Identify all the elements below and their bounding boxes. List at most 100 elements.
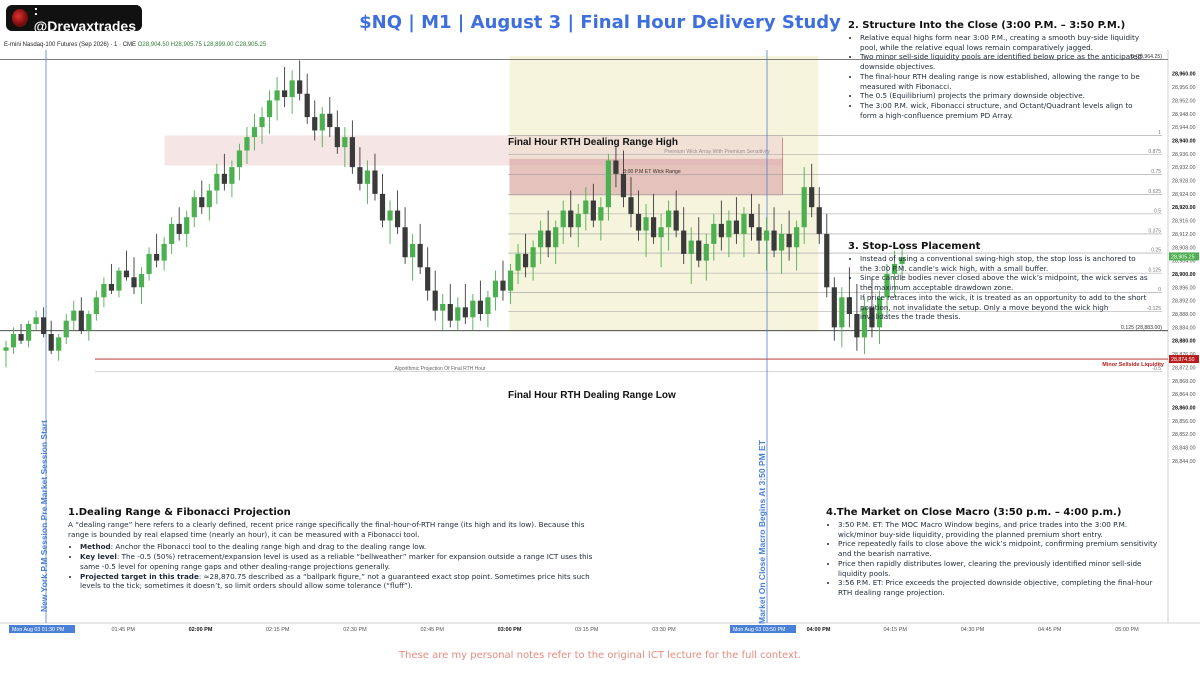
candle-body [756, 227, 762, 241]
candle-body [319, 113, 325, 131]
candle-body [763, 230, 770, 241]
candle-body [244, 137, 250, 151]
price-tick-label: 28,872.00 [1172, 365, 1196, 371]
note-item: Price repeatedly fails to close above th… [838, 539, 1166, 558]
candle-body [184, 217, 190, 234]
price-tick-label: 28,936.00 [1172, 152, 1196, 158]
candle-body [500, 280, 506, 291]
candle-body [33, 317, 39, 325]
note-item: The 0.5 (Equilibrium) projects the prima… [860, 91, 1148, 101]
candle-body [470, 300, 476, 318]
candle-body [349, 137, 355, 168]
candle-body [259, 117, 265, 128]
candle-body [274, 90, 280, 101]
candle-body [515, 253, 521, 271]
price-tick-label: 28,916.00 [1172, 219, 1196, 225]
candle-body [71, 310, 77, 321]
candle-body [748, 213, 755, 228]
ohlc-close: C28,905.25 [235, 42, 267, 48]
candle-body [116, 270, 122, 291]
candle-body [650, 217, 657, 238]
fib-ratio-label: -0.5 [1152, 366, 1161, 372]
candle-body [56, 337, 62, 351]
price-tick-label: 28,960.00 [1172, 72, 1196, 78]
avatar [12, 9, 28, 27]
note-item: Two minor sell-side liquidity pools are … [860, 52, 1148, 71]
note-item: The 3:00 P.M. wick, Fibonacci structure,… [860, 101, 1148, 120]
note-dealing-range: 1.Dealing Range & Fibonacci Projection A… [68, 507, 598, 591]
ohlc-open: O28,904.50 [137, 42, 170, 48]
instrument-name: E-mini Nasdaq-100 Futures (Sep 2026) · 1… [4, 42, 137, 48]
price-tick-label: 28,896.00 [1172, 285, 1196, 291]
price-tick-label: 28,888.00 [1172, 312, 1196, 318]
candle-body [507, 270, 514, 291]
fib-ratio-label: 0.625 [1148, 189, 1161, 195]
candle-body [108, 283, 115, 291]
note-structure: 2. Structure Into the Close (3:00 P.M. –… [848, 20, 1148, 120]
candle-body [522, 253, 529, 268]
candle-body [282, 90, 288, 98]
time-badge [9, 625, 75, 633]
candle-body [86, 314, 92, 331]
candle-body [251, 127, 258, 138]
candle-body [854, 314, 860, 338]
candle-body [387, 210, 393, 221]
price-tick-label: 28,856.00 [1172, 419, 1196, 425]
candle-body [801, 187, 807, 228]
price-badge-label: 28,874.50 [1171, 357, 1195, 363]
price-tick-label: 28,880.00 [1172, 339, 1196, 345]
candle-body [643, 217, 649, 231]
time-tick-label: 02:30 PM [343, 627, 367, 633]
note-item: If price retraces into the wick, it is t… [860, 293, 1148, 322]
price-tick-label: 28,860.00 [1172, 405, 1196, 411]
candle-body [718, 223, 724, 238]
candle-body [673, 210, 679, 231]
candle-body [538, 230, 544, 248]
candle-body [41, 317, 47, 335]
note-item: Since candle bodies never closed above t… [860, 273, 1148, 292]
candle-body [455, 307, 461, 321]
candle-body [364, 170, 371, 184]
candle-body [492, 280, 499, 298]
price-tick-label: 28,900.00 [1172, 272, 1196, 278]
price-tick-label: 28,956.00 [1172, 85, 1196, 91]
disclaimer-footer: These are my personal notes refer to the… [398, 650, 802, 661]
note-item: Price then rapidly distributes lower, cl… [838, 559, 1166, 578]
fib-ratio-label: -0.125 [1147, 306, 1161, 312]
candle-body [357, 167, 363, 184]
candle-body [666, 210, 672, 228]
price-tick-label: 28,884.00 [1172, 325, 1196, 331]
price-tick-label: 28,892.00 [1172, 299, 1196, 305]
candle-body [733, 220, 740, 234]
candle-body [613, 160, 619, 174]
candle-body [78, 310, 84, 331]
chart-zone [509, 158, 783, 196]
time-tick-label: 02:00 PM [189, 627, 213, 633]
time-badge-label: Mon Aug 03 03:50 PM [733, 627, 785, 633]
candle-body [18, 334, 24, 341]
candle-body [891, 263, 898, 274]
candle-body [628, 197, 634, 214]
candle-body [711, 223, 717, 244]
time-tick-label: 04:00 PM [807, 627, 831, 633]
moc-macro-label: Market On Close Macro Begins At 3:50 PM … [757, 439, 767, 624]
price-tick-label: 28,944.00 [1172, 125, 1196, 131]
price-badge [1169, 355, 1199, 364]
candle-body [48, 334, 54, 351]
author-handle-badge: : @Drevaxtrades [6, 2, 142, 34]
price-tick-label: 28,928.00 [1172, 179, 1196, 185]
candle-body [191, 197, 197, 218]
candle-body [899, 257, 905, 264]
candle-body [884, 273, 890, 298]
candle-body [816, 207, 822, 234]
candle-body [199, 197, 205, 208]
time-tick-label: 02:15 PM [266, 627, 290, 633]
note-item: 3:56 P.M. ET: Price exceeds the projecte… [838, 578, 1166, 597]
candle-body [869, 307, 875, 328]
note-item: Key level: The -0.5 (50%) retracement/ex… [80, 552, 598, 571]
candle-body [831, 287, 837, 328]
candle-body [402, 227, 408, 258]
candle-body [545, 230, 551, 248]
candle-body [786, 233, 792, 248]
